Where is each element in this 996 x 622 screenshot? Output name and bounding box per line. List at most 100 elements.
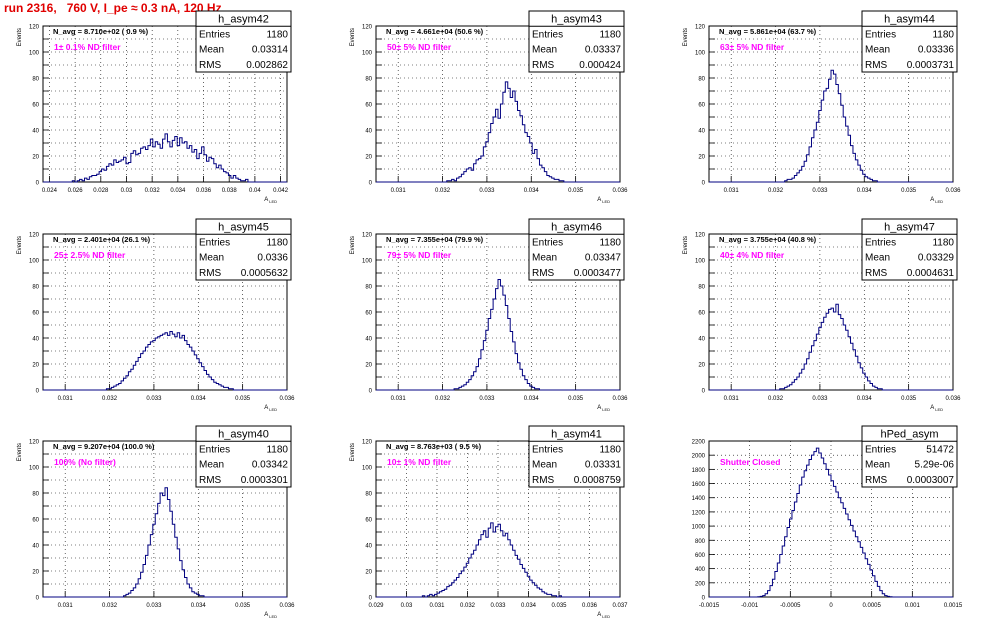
stat-label-entries: Entries (865, 444, 896, 455)
y-tick-label: 60 (32, 103, 39, 109)
stats-box-frame (528, 425, 625, 488)
histogram-series (43, 331, 287, 391)
y-tick-label: 40 (32, 337, 39, 343)
histogram-name: h_asym42 (218, 14, 269, 26)
stat-value-entries: 1180 (266, 237, 288, 248)
stats-box: h_asym40 Entries 1180 Mean 0.03342 RMS 0.00033… (195, 425, 292, 488)
y-tick-label: 40 (365, 337, 372, 343)
x-tick-label: 0.032 (460, 603, 476, 609)
x-tick-label: 0.036 (945, 396, 961, 402)
y-axis-label: Events (350, 28, 356, 46)
y-tick-label: 80 (365, 285, 372, 291)
stats-box-frame (195, 425, 292, 488)
histogram-series (43, 487, 287, 598)
x-tick-label: 0.036 (612, 188, 628, 194)
y-tick-label: 80 (32, 77, 39, 83)
y-axis-label: Events (683, 236, 689, 254)
x-tick-label: 0 (829, 603, 833, 609)
stat-value-rms: 0.0003007 (907, 475, 955, 486)
histogram-series (709, 447, 953, 598)
y-tick-label: 20 (365, 363, 372, 369)
x-tick-label: 0.036 (279, 396, 295, 402)
stat-value-mean: 0.0336 (257, 253, 288, 264)
x-axis-label: ALED (597, 197, 610, 204)
y-tick-label: 120 (695, 25, 706, 31)
y-tick-label: 20 (365, 570, 372, 576)
x-axis-label-subscript: LED (935, 199, 943, 204)
y-tick-label: 2000 (692, 454, 706, 460)
y-tick-label: 80 (698, 77, 705, 83)
stat-label-entries: Entries (199, 237, 230, 248)
stat-label-rms: RMS (865, 60, 888, 71)
x-axis-label: ALED (597, 612, 610, 619)
histogram-h_asym42: 0 20 40 60 80 100 120 0.024 0.026 0.028 0.03 0.032 0… (17, 10, 292, 204)
stat-value-rms: 0.000424 (579, 60, 621, 71)
y-tick-label: 600 (695, 553, 706, 559)
stat-label-mean: Mean (532, 253, 557, 264)
y-tick-label: 80 (32, 285, 39, 291)
x-axis-label: ALED (264, 197, 277, 204)
histogram-name: hPed_asym (880, 429, 938, 441)
x-tick-label: 0.035 (235, 603, 251, 609)
stat-value-rms: 0.0008759 (574, 475, 622, 486)
x-axis-label-subscript: LED (602, 199, 610, 204)
y-tick-label: 20 (698, 363, 705, 369)
x-tick-label: -0.0015 (699, 603, 720, 609)
stat-label-entries: Entries (532, 237, 563, 248)
histogram-h_asym45: 0 20 40 60 80 100 120 0.031 0.032 0.033 0.034 0.035… (17, 218, 295, 412)
navg-annotation: N_avg = 8.710e+02 ( 0.9 %) (53, 27, 149, 36)
x-axis-label: ALED (597, 405, 610, 412)
histogram-h_asym41: 0 20 40 60 80 100 120 0.029 0.03 0.031 0.032 0.033 0… (350, 425, 628, 619)
x-tick-label: 0.03 (401, 603, 413, 609)
y-tick-label: 0 (36, 389, 40, 395)
x-tick-label: 0.033 (146, 603, 162, 609)
x-tick-label: 0.033 (812, 188, 828, 194)
y-tick-label: 20 (365, 155, 372, 161)
stat-value-mean: 0.03347 (585, 253, 622, 264)
y-tick-label: 120 (29, 233, 40, 239)
y-tick-label: 60 (365, 103, 372, 109)
x-tick-label: -0.001 (741, 603, 759, 609)
stats-box-frame (528, 10, 625, 73)
y-tick-label: 400 (695, 567, 706, 573)
y-tick-label: 60 (365, 311, 372, 317)
y-tick-label: 80 (698, 285, 705, 291)
y-tick-label: 0 (702, 596, 706, 602)
x-tick-label: 0.034 (521, 603, 537, 609)
y-axis-label: Events (17, 443, 23, 461)
stat-value-mean: 0.03337 (585, 45, 622, 56)
x-tick-label: 0.034 (524, 188, 540, 194)
x-tick-label: 0.028 (93, 188, 109, 194)
x-tick-label: 0.034 (170, 188, 186, 194)
x-tick-label: 0.035 (551, 603, 567, 609)
filter-annotation: 100% (No filter) (54, 457, 116, 467)
y-tick-label: 80 (365, 77, 372, 83)
stat-value-mean: 0.03329 (918, 253, 955, 264)
y-tick-label: 20 (32, 155, 39, 161)
y-axis-label: Events (17, 28, 23, 46)
stat-value-mean: 5.29e-06 (915, 460, 955, 471)
y-tick-label: 40 (365, 129, 372, 135)
y-tick-label: 800 (695, 539, 706, 545)
stats-box-frame (861, 218, 958, 281)
x-tick-label: 0.033 (479, 396, 495, 402)
y-tick-label: 100 (362, 259, 373, 265)
histogram-name: h_asym41 (551, 429, 602, 441)
stat-label-mean: Mean (532, 45, 557, 56)
x-tick-label: 0.032 (435, 396, 451, 402)
stat-value-entries: 1180 (266, 29, 288, 40)
x-tick-label: 0.032 (768, 188, 784, 194)
histogram-series (376, 522, 620, 598)
y-tick-label: 120 (362, 440, 373, 446)
filter-annotation: 50± 5% ND filter (387, 42, 452, 52)
x-axis-label-subscript: LED (602, 614, 610, 619)
histogram-name: h_asym45 (218, 222, 269, 234)
stat-value-entries: 1180 (599, 444, 621, 455)
y-tick-label: 40 (365, 544, 372, 550)
y-tick-label: 100 (29, 51, 40, 57)
x-tick-label: 0.036 (945, 188, 961, 194)
y-tick-label: 1600 (692, 482, 706, 488)
stat-label-entries: Entries (865, 29, 896, 40)
navg-annotation: N_avg = 7.355e+04 (79.9 %) (386, 235, 484, 244)
y-tick-label: 100 (362, 466, 373, 472)
